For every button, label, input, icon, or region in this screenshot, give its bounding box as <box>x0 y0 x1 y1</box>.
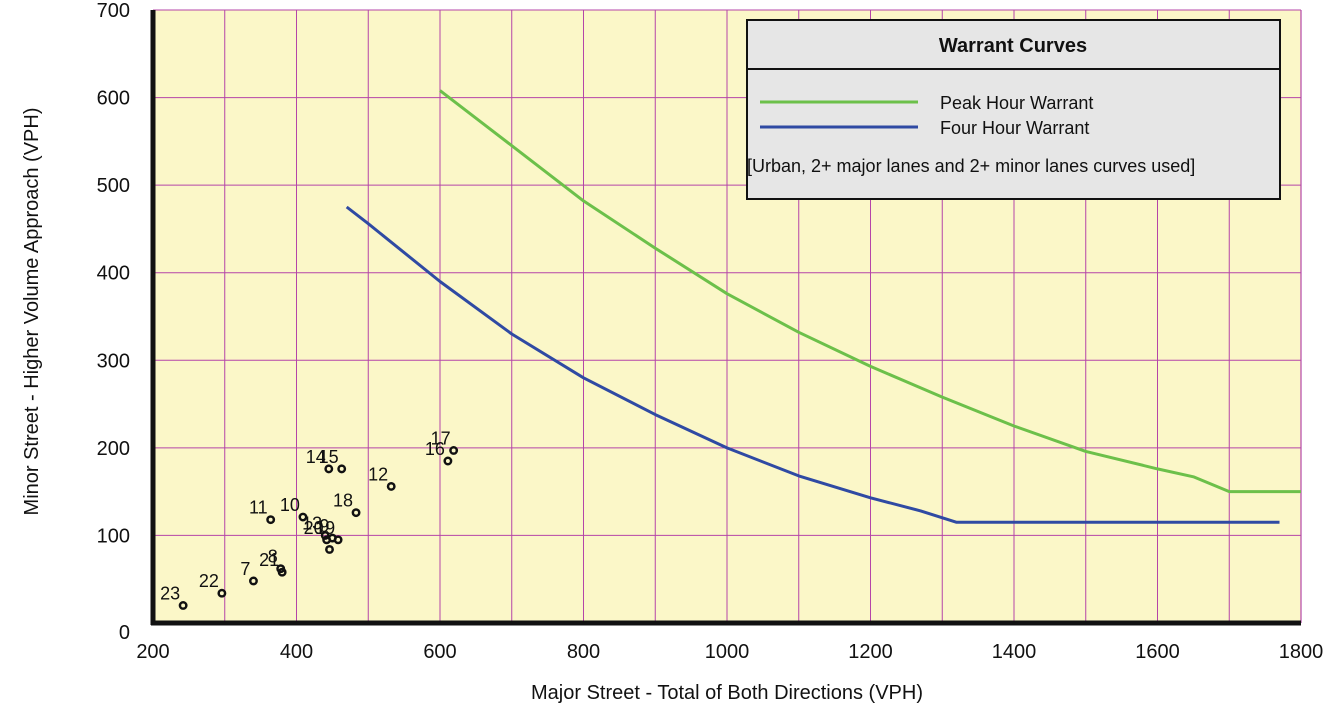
data-point: 23 <box>160 583 188 610</box>
point-marker <box>320 530 330 540</box>
peak-hour-warrant-line <box>439 89 1301 494</box>
point-label: 11 <box>249 498 268 518</box>
point-label: 15 <box>319 447 339 467</box>
point-marker <box>449 446 459 455</box>
point-label: 10 <box>280 495 300 515</box>
data-point: 18 <box>333 491 361 518</box>
x-tick-label: 400 <box>280 641 313 663</box>
data-point: 19 <box>315 518 343 545</box>
x-tick-label: 1400 <box>992 641 1037 663</box>
y-tick-label: 100 <box>97 525 130 547</box>
data-point: 11 <box>249 498 276 525</box>
y-tick-label: 400 <box>97 263 130 285</box>
point-label: 23 <box>160 583 180 603</box>
data-point: 13 <box>302 513 330 540</box>
x-tick-label: 1200 <box>848 641 893 663</box>
point-marker <box>217 588 227 598</box>
point-marker <box>298 512 308 522</box>
data-point: 15 <box>319 447 347 474</box>
data-point: 10 <box>280 495 308 522</box>
four-hour-warrant-line <box>345 205 1280 524</box>
point-label: 7 <box>240 559 250 579</box>
y-tick-label: 500 <box>97 175 130 197</box>
point-label: 9 <box>319 516 329 536</box>
data-point: 16 <box>425 439 453 466</box>
legend-peak-label: Peak Hour Warrant <box>940 93 1093 113</box>
point-label: 22 <box>199 571 219 591</box>
point-marker <box>351 508 361 518</box>
point-marker <box>178 601 188 610</box>
point-label: 21 <box>259 550 279 570</box>
data-point: 14 <box>306 447 334 474</box>
legend-title: Warrant Curves <box>939 35 1087 57</box>
y-tick-label: 0 <box>119 622 130 644</box>
point-label: 17 <box>431 428 451 448</box>
point-marker <box>333 535 343 545</box>
legend-title-box <box>746 19 1281 70</box>
point-marker <box>443 456 453 466</box>
data-point <box>325 544 334 554</box>
legend: Warrant Curves Peak Hour Warrant Four Ho… <box>746 19 1281 200</box>
x-tick-label: 600 <box>423 641 456 663</box>
point-label: 12 <box>368 464 388 484</box>
point-marker <box>277 567 287 577</box>
axes <box>150 10 1301 626</box>
x-tick-label: 800 <box>567 641 600 663</box>
point-label: 16 <box>425 439 445 459</box>
point-label: 20 <box>304 518 324 538</box>
y-axis-label: Minor Street - Higher Volume Approach (V… <box>21 108 43 516</box>
legend-note: [Urban, 2+ major lanes and 2+ minor lane… <box>747 156 1195 176</box>
point-marker <box>325 544 334 554</box>
point-marker <box>266 515 276 525</box>
x-axis-label: Major Street - Total of Both Directions … <box>531 682 923 704</box>
data-point: 12 <box>368 464 396 491</box>
point-marker <box>337 464 347 474</box>
x-tick-label: 200 <box>136 641 169 663</box>
point-label: 14 <box>306 447 326 467</box>
point-label: 18 <box>333 491 353 511</box>
data-point: 7 <box>240 559 258 586</box>
data-point: 17 <box>431 428 459 455</box>
x-tick-label: 1000 <box>705 641 750 663</box>
point-marker <box>386 481 396 491</box>
tick-labels: 200 400 600 800 1000 1200 1400 1600 1800 0 100 200 3… <box>97 0 1324 663</box>
y-tick-label: 600 <box>97 88 130 110</box>
y-tick-label: 300 <box>97 350 130 372</box>
legend-four-label: Four Hour Warrant <box>940 118 1089 138</box>
x-tick-label: 1600 <box>1135 641 1180 663</box>
data-point: 21 <box>259 550 287 577</box>
point-marker <box>324 464 334 474</box>
point-label: 13 <box>302 513 322 533</box>
point-marker <box>249 576 258 586</box>
y-tick-label: 200 <box>97 438 130 460</box>
y-tick-label: 700 <box>97 0 130 22</box>
point-label: 8 <box>268 547 278 567</box>
warrant-curves <box>345 89 1301 524</box>
point-label: 19 <box>315 518 335 538</box>
data-point: 22 <box>199 571 227 598</box>
x-tick-label: 1800 <box>1279 641 1324 663</box>
